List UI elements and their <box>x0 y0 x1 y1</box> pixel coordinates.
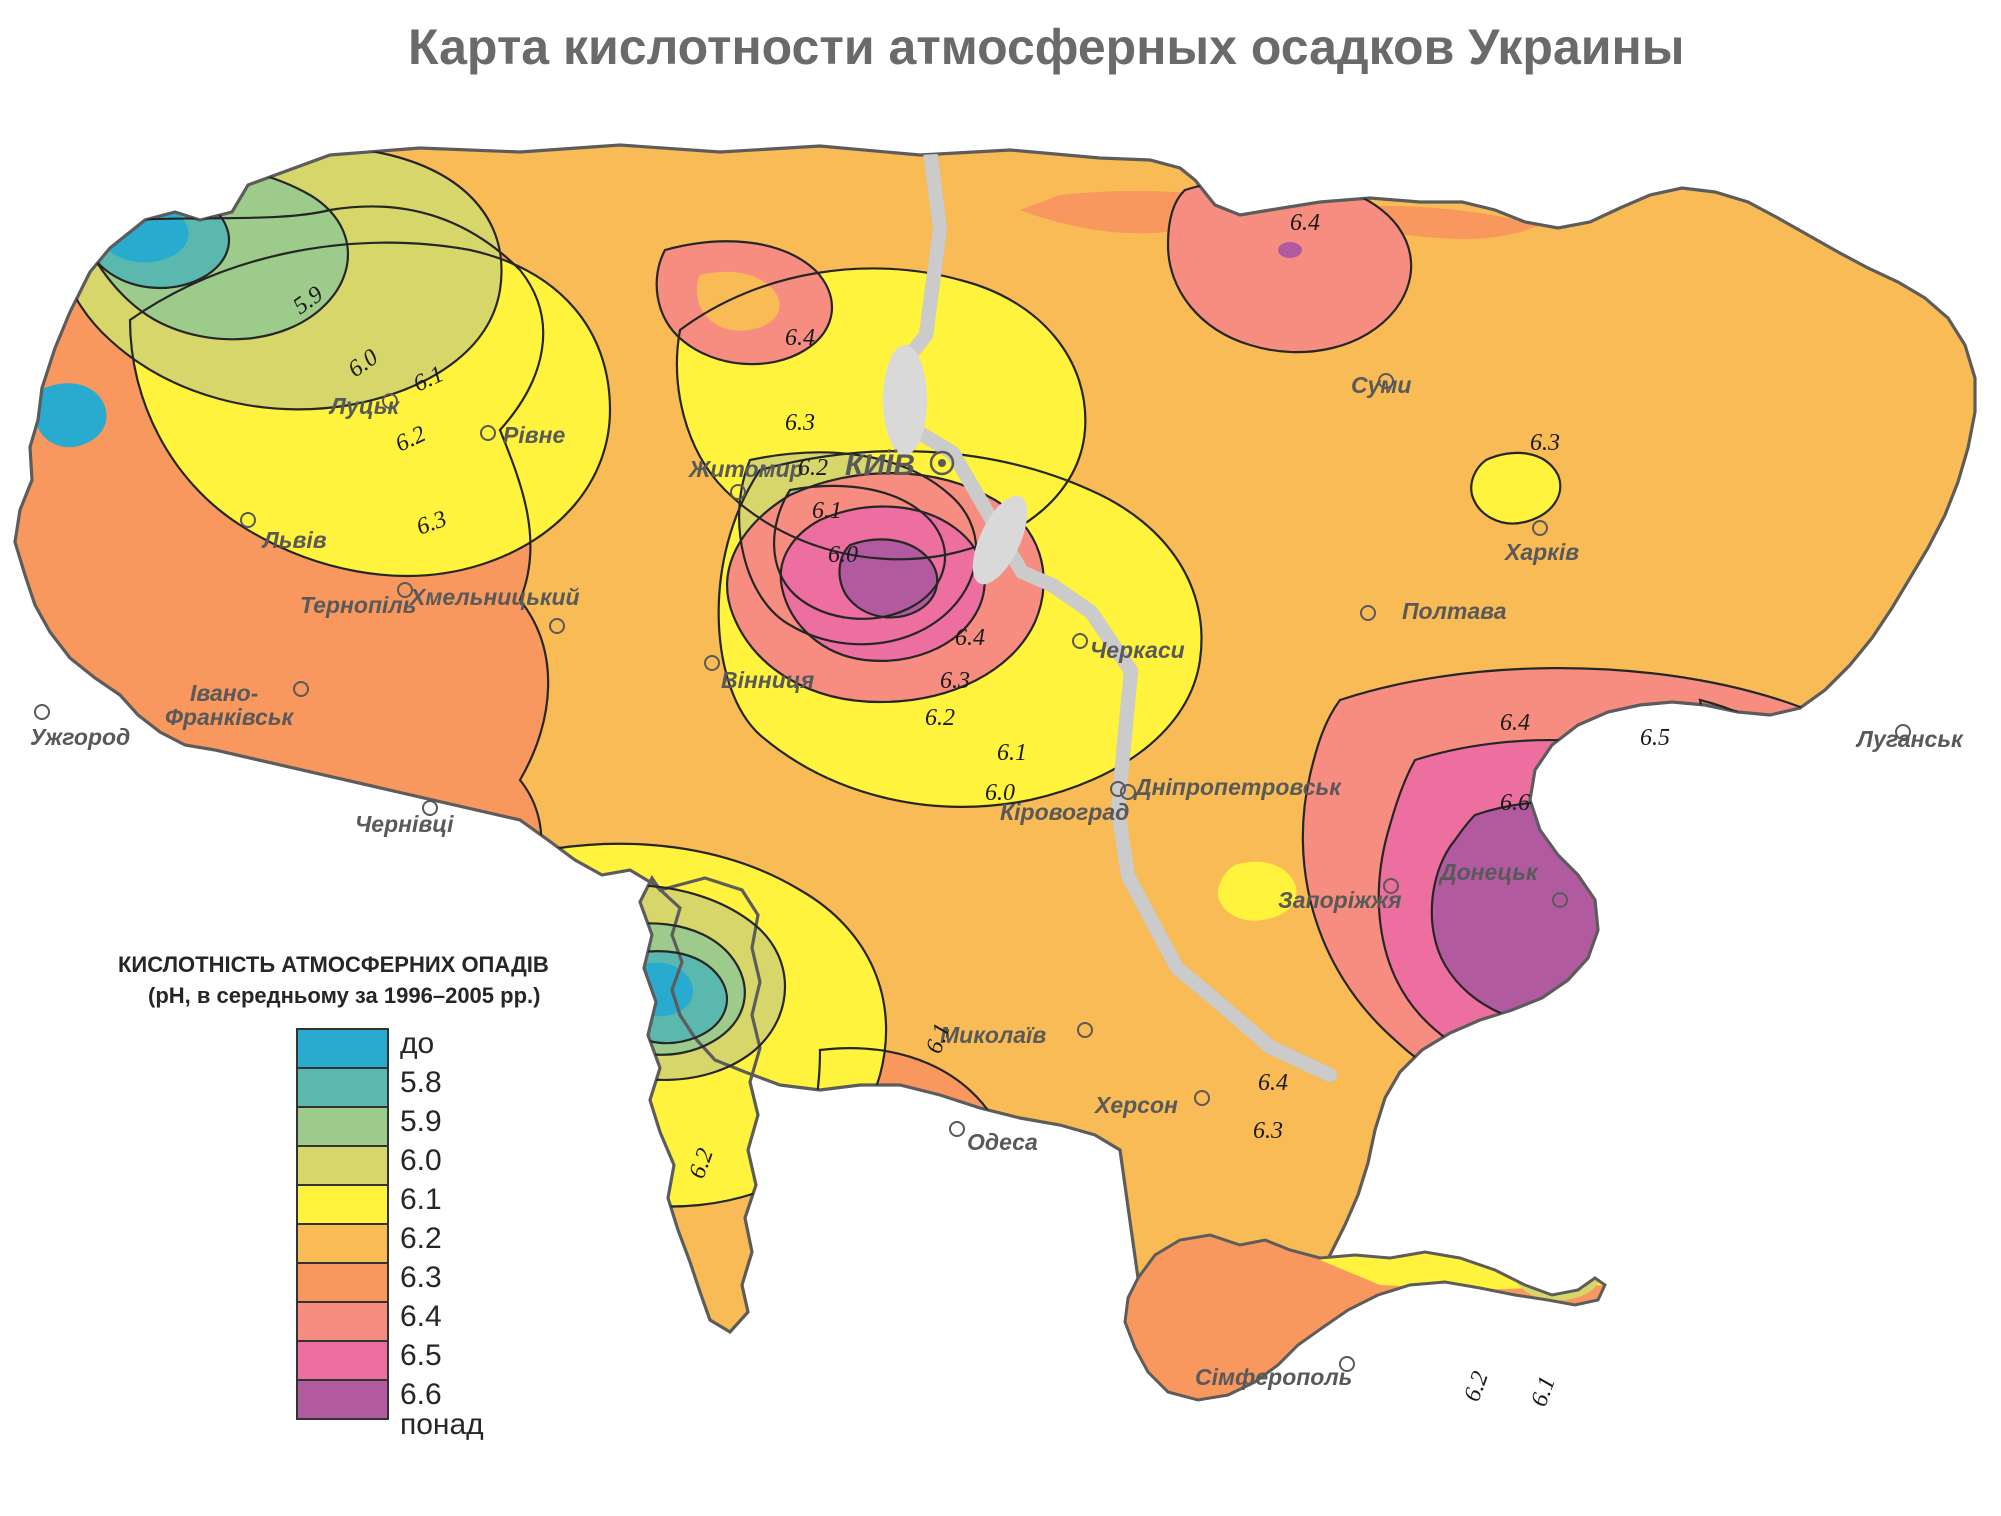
svg-text:6.5: 6.5 <box>1640 725 1670 751</box>
svg-text:6.5: 6.5 <box>400 1339 442 1372</box>
svg-text:Донецьк: Донецьк <box>1438 859 1539 885</box>
svg-text:6.4: 6.4 <box>1500 710 1530 736</box>
svg-text:Житомир: Житомир <box>688 456 804 482</box>
svg-text:6.3: 6.3 <box>400 1261 442 1294</box>
svg-text:6.1: 6.1 <box>1526 1373 1561 1410</box>
svg-text:6.3: 6.3 <box>1253 1118 1283 1144</box>
svg-text:6.4: 6.4 <box>400 1300 442 1333</box>
svg-text:5.9: 5.9 <box>400 1105 442 1138</box>
svg-text:6.2: 6.2 <box>925 705 955 731</box>
svg-text:6.4: 6.4 <box>955 625 985 651</box>
svg-text:Суми: Суми <box>1351 372 1411 398</box>
svg-text:6.2: 6.2 <box>1459 1368 1494 1405</box>
svg-text:6.3: 6.3 <box>785 410 815 436</box>
svg-text:Харків: Харків <box>1503 539 1579 565</box>
svg-text:6.1: 6.1 <box>997 740 1027 766</box>
svg-text:Хмельницький: Хмельницький <box>408 584 580 610</box>
svg-text:Кіровоград: Кіровоград <box>1000 799 1129 825</box>
svg-text:Тернопіль: Тернопіль <box>300 592 416 618</box>
svg-text:6.0: 6.0 <box>400 1144 442 1177</box>
svg-text:Полтава: Полтава <box>1402 598 1507 624</box>
svg-text:Сімферополь: Сімферополь <box>1195 1364 1352 1390</box>
svg-text:Вінниця: Вінниця <box>721 667 815 693</box>
svg-text:Франківськ: Франківськ <box>165 704 295 730</box>
svg-text:понад: понад <box>400 1408 484 1441</box>
svg-text:6.2: 6.2 <box>798 455 828 481</box>
svg-text:Одеса: Одеса <box>967 1129 1038 1155</box>
svg-text:Луцьк: Луцьк <box>328 393 400 419</box>
svg-text:Івано-: Івано- <box>190 680 258 706</box>
svg-text:6.0: 6.0 <box>828 542 858 568</box>
svg-text:Чернівці: Чернівці <box>355 811 454 837</box>
svg-text:6.4: 6.4 <box>1290 210 1320 236</box>
svg-text:6.3: 6.3 <box>1530 430 1560 456</box>
svg-text:Запоріжжя: Запоріжжя <box>1278 887 1402 913</box>
svg-text:6.3: 6.3 <box>940 668 970 694</box>
svg-text:6.4: 6.4 <box>1258 1070 1288 1096</box>
svg-text:КИСЛОТНІСТЬ АТМОСФЕРНИХ ОПАДІВ: КИСЛОТНІСТЬ АТМОСФЕРНИХ ОПАДІВ <box>118 952 549 977</box>
svg-text:6.2: 6.2 <box>400 1222 442 1255</box>
svg-text:6.4: 6.4 <box>785 325 815 351</box>
svg-text:КИЇВ: КИЇВ <box>845 449 915 482</box>
svg-text:Луганськ: Луганськ <box>1855 726 1964 752</box>
svg-text:6.6: 6.6 <box>1500 790 1530 816</box>
svg-text:до: до <box>400 1027 434 1060</box>
svg-text:(pH, в середньому за 1996–2005: (pH, в середньому за 1996–2005 рр.) <box>148 983 540 1008</box>
svg-text:6.1: 6.1 <box>812 498 842 524</box>
svg-text:6.6: 6.6 <box>400 1378 442 1411</box>
svg-text:Рівне: Рівне <box>503 422 566 448</box>
svg-text:Черкаси: Черкаси <box>1090 637 1185 663</box>
svg-text:Львів: Львів <box>261 527 327 553</box>
svg-text:5.8: 5.8 <box>400 1066 442 1099</box>
svg-text:Дніпропетровськ: Дніпропетровськ <box>1133 774 1342 800</box>
svg-text:6.1: 6.1 <box>400 1183 442 1216</box>
svg-text:Ужгород: Ужгород <box>30 724 130 750</box>
svg-text:Миколаїв: Миколаїв <box>940 1022 1046 1048</box>
svg-text:6.0: 6.0 <box>985 780 1015 806</box>
svg-text:Херсон: Херсон <box>1093 1092 1178 1118</box>
